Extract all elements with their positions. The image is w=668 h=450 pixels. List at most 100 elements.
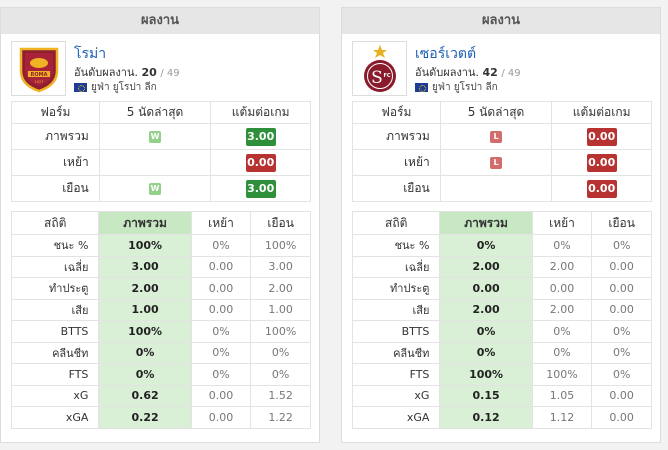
- stat-home-value: 0.00: [190, 406, 252, 429]
- stats-row: xGA 0.12 1.12 0.00: [351, 406, 652, 429]
- stat-home-value: 1.12: [531, 406, 593, 429]
- stat-overall-value: 0.62: [98, 384, 192, 407]
- form-row-label: เยือน: [11, 175, 100, 202]
- form-row-away: เยือน W 3.00: [11, 175, 311, 202]
- rank-label: อันดับผลงาน.: [74, 66, 139, 79]
- stats-row: xG 0.15 1.05 0.00: [351, 384, 652, 407]
- win-badge[interactable]: W: [149, 131, 162, 143]
- stats-row: BTTS 100% 0% 100%: [10, 320, 311, 343]
- stat-away-value: 3.00: [250, 255, 311, 278]
- stat-overall-value: 0.15: [439, 384, 533, 407]
- stat-home-value: 0.00: [190, 298, 252, 321]
- form-ppg: 3.00: [210, 175, 311, 202]
- stat-away-value: 1.00: [250, 298, 311, 321]
- form-row-away: เยือน 0.00: [352, 175, 652, 202]
- stats-header-away[interactable]: เยือน: [250, 211, 311, 235]
- form-ppg: 0.00: [551, 175, 652, 202]
- stat-overall-value: 0.22: [98, 406, 192, 429]
- roma-crest-icon: ROMA 1927: [19, 47, 58, 92]
- stat-home-value: 0%: [531, 234, 593, 257]
- stats-row: BTTS 0% 0% 0%: [351, 320, 652, 343]
- stat-away-value: 100%: [250, 234, 311, 257]
- league-link[interactable]: ยูฟ่า ยูโรปา ลีก: [74, 80, 157, 95]
- form-table: ฟอร์ม 5 นัดล่าสุด แต้มต่อเกม ภาพรวม L 0.…: [352, 101, 652, 202]
- rank-label: อันดับผลงาน.: [415, 66, 480, 79]
- form-header-label: ฟอร์ม: [11, 101, 100, 124]
- form-ppg: 0.00: [551, 123, 652, 150]
- stat-home-value: 0%: [190, 320, 252, 343]
- stat-label: xGA: [351, 406, 441, 429]
- stats-row: FTS 0% 0% 0%: [10, 363, 311, 386]
- form-header-last5: 5 นัดล่าสุด: [98, 101, 212, 124]
- rank-number: 42: [482, 66, 498, 79]
- stat-home-value: 2.00: [531, 255, 593, 278]
- ppg-value: 0.00: [586, 179, 617, 198]
- stats-header-overall[interactable]: ภาพรวม: [98, 211, 192, 235]
- stats-row: xG 0.62 0.00 1.52: [10, 384, 311, 407]
- form-last5: W: [98, 175, 212, 202]
- svg-text:1927: 1927: [34, 80, 43, 84]
- stat-overall-value: 100%: [98, 320, 192, 343]
- stat-home-value: 0.00: [190, 384, 252, 407]
- stat-home-value: 0%: [190, 363, 252, 386]
- stat-home-value: 0%: [190, 341, 252, 364]
- stats-header-away[interactable]: เยือน: [591, 211, 652, 235]
- stats-table: สถิติ ภาพรวม เหย้า เยือน ชนะ % 100% 0% 100%…: [10, 211, 311, 429]
- rank-number: 20: [141, 66, 157, 79]
- team-logo[interactable]: S FC: [352, 41, 407, 96]
- form-ppg: 0.00: [551, 149, 652, 176]
- stats-row: ชนะ % 0% 0% 0%: [351, 234, 652, 257]
- stat-away-value: 0.00: [591, 406, 652, 429]
- stat-away-value: 0.00: [591, 384, 652, 407]
- team-rank: อันดับผลงาน. 42 / 49: [415, 63, 521, 81]
- stat-overall-value: 2.00: [98, 277, 192, 300]
- form-header-ppg: แต้มต่อเกม: [551, 101, 652, 124]
- league-name: ยูฟ่า ยูโรปา ลีก: [432, 82, 498, 93]
- svg-text:S: S: [371, 68, 383, 88]
- team-logo[interactable]: ROMA 1927: [11, 41, 66, 96]
- stat-overall-value: 0%: [439, 320, 533, 343]
- stats-row: เฉลี่ย 2.00 2.00 0.00: [351, 255, 652, 278]
- team-info: ROMA 1927 โรม่า อันดับผลงาน. 20 / 49 ยูฟ…: [11, 41, 309, 101]
- stat-away-value: 0.00: [591, 277, 652, 300]
- form-row-label: ภาพรวม: [11, 123, 100, 150]
- loss-badge[interactable]: L: [490, 131, 503, 143]
- stats-header-overall[interactable]: ภาพรวม: [439, 211, 533, 235]
- stats-row: xGA 0.22 0.00 1.22: [10, 406, 311, 429]
- stats-header-label: สถิติ: [10, 211, 100, 235]
- stats-header-row: สถิติ ภาพรวม เหย้า เยือน: [10, 211, 311, 235]
- stats-header-label: สถิติ: [351, 211, 441, 235]
- stat-label: เฉลี่ย: [10, 255, 100, 278]
- league-link[interactable]: ยูฟ่า ยูโรปา ลีก: [415, 80, 498, 95]
- stats-row: ชนะ % 100% 0% 100%: [10, 234, 311, 257]
- stat-away-value: 0%: [591, 341, 652, 364]
- stats-header-home[interactable]: เหย้า: [190, 211, 252, 235]
- form-header-label: ฟอร์ม: [352, 101, 441, 124]
- form-last5: [439, 175, 553, 202]
- stat-label: FTS: [10, 363, 100, 386]
- stats-header-home[interactable]: เหย้า: [531, 211, 593, 235]
- stat-overall-value: 100%: [439, 363, 533, 386]
- stat-overall-value: 1.00: [98, 298, 192, 321]
- stat-label: เสีย: [351, 298, 441, 321]
- stat-label: BTTS: [351, 320, 441, 343]
- form-header-ppg: แต้มต่อเกม: [210, 101, 311, 124]
- stat-overall-value: 2.00: [439, 255, 533, 278]
- stat-overall-value: 0%: [439, 341, 533, 364]
- form-row-label: เหย้า: [352, 149, 441, 176]
- stat-label: FTS: [351, 363, 441, 386]
- stat-home-value: 0%: [531, 341, 593, 364]
- form-header-row: ฟอร์ม 5 นัดล่าสุด แต้มต่อเกม: [352, 101, 652, 124]
- stat-overall-value: 0.12: [439, 406, 533, 429]
- ppg-value: 0.00: [586, 153, 617, 172]
- loss-badge[interactable]: L: [490, 157, 503, 169]
- team-name-link[interactable]: เซอร์เวตต์: [415, 46, 477, 62]
- form-row-home: เหย้า L 0.00: [352, 149, 652, 176]
- form-row-label: เหย้า: [11, 149, 100, 176]
- stats-header-row: สถิติ ภาพรวม เหย้า เยือน: [351, 211, 652, 235]
- stat-label: xGA: [10, 406, 100, 429]
- team-name-link[interactable]: โรม่า: [74, 46, 107, 62]
- stat-label: ทำประตู: [10, 277, 100, 300]
- stats-row: เสีย 1.00 0.00 1.00: [10, 298, 311, 321]
- win-badge[interactable]: W: [149, 183, 162, 195]
